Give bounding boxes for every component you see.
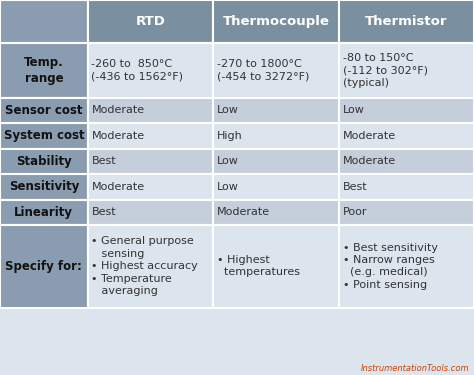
Bar	[88, 0, 213, 43]
Text: InstrumentationTools.com: InstrumentationTools.com	[361, 364, 469, 373]
Bar	[213, 43, 339, 98]
Bar	[0, 148, 88, 174]
Bar	[0, 43, 88, 98]
Bar	[213, 200, 339, 225]
Bar	[88, 225, 213, 308]
Bar	[339, 148, 474, 174]
Bar	[339, 98, 474, 123]
Bar	[88, 98, 213, 123]
Text: Low: Low	[217, 105, 239, 115]
Text: • Best sensitivity
• Narrow ranges
  (e.g. medical)
• Point sensing: • Best sensitivity • Narrow ranges (e.g.…	[343, 243, 438, 290]
Text: Thermistor: Thermistor	[365, 15, 448, 28]
Bar	[0, 174, 88, 200]
Bar	[88, 200, 213, 225]
Bar	[213, 225, 339, 308]
Text: Low: Low	[217, 182, 239, 192]
Bar	[339, 225, 474, 308]
Text: Poor: Poor	[343, 207, 367, 217]
Bar	[88, 148, 213, 174]
Bar	[213, 148, 339, 174]
Text: Thermocouple: Thermocouple	[223, 15, 329, 28]
Text: Moderate: Moderate	[91, 131, 145, 141]
Text: High: High	[217, 131, 243, 141]
Text: Temp.
range: Temp. range	[24, 56, 64, 85]
Bar	[213, 174, 339, 200]
Text: Moderate: Moderate	[91, 105, 145, 115]
Text: -80 to 150°C
(-112 to 302°F)
(typical): -80 to 150°C (-112 to 302°F) (typical)	[343, 53, 428, 88]
Text: Moderate: Moderate	[343, 156, 396, 166]
Bar	[339, 123, 474, 148]
Bar	[213, 0, 339, 43]
Bar	[88, 43, 213, 98]
Text: • General purpose
   sensing
• Highest accuracy
• Temperature
   averaging: • General purpose sensing • Highest accu…	[91, 237, 198, 296]
Text: Best: Best	[343, 182, 367, 192]
Text: Sensitivity: Sensitivity	[9, 180, 79, 193]
Text: -260 to  850°C
(-436 to 1562°F): -260 to 850°C (-436 to 1562°F)	[91, 59, 183, 81]
Text: System cost: System cost	[3, 129, 84, 142]
Bar	[0, 98, 88, 123]
Text: Moderate: Moderate	[343, 131, 396, 141]
Bar	[339, 200, 474, 225]
Text: Moderate: Moderate	[91, 182, 145, 192]
Bar	[0, 123, 88, 148]
Bar	[339, 174, 474, 200]
Bar	[0, 200, 88, 225]
Text: -270 to 1800°C
(-454 to 3272°F): -270 to 1800°C (-454 to 3272°F)	[217, 59, 310, 81]
Bar	[0, 0, 88, 43]
Bar	[213, 123, 339, 148]
Bar	[88, 123, 213, 148]
Text: Low: Low	[343, 105, 365, 115]
Text: Specify for:: Specify for:	[5, 260, 82, 273]
Bar	[213, 98, 339, 123]
Text: Low: Low	[217, 156, 239, 166]
Bar	[339, 43, 474, 98]
Text: Stability: Stability	[16, 155, 72, 168]
Bar	[339, 0, 474, 43]
Bar	[88, 174, 213, 200]
Text: Best: Best	[91, 207, 116, 217]
Text: RTD: RTD	[136, 15, 165, 28]
Bar	[0, 225, 88, 308]
Text: Linearity: Linearity	[14, 206, 73, 219]
Text: Moderate: Moderate	[217, 207, 270, 217]
Text: Best: Best	[91, 156, 116, 166]
Text: • Highest
  temperatures: • Highest temperatures	[217, 255, 300, 278]
Text: Sensor cost: Sensor cost	[5, 104, 82, 117]
